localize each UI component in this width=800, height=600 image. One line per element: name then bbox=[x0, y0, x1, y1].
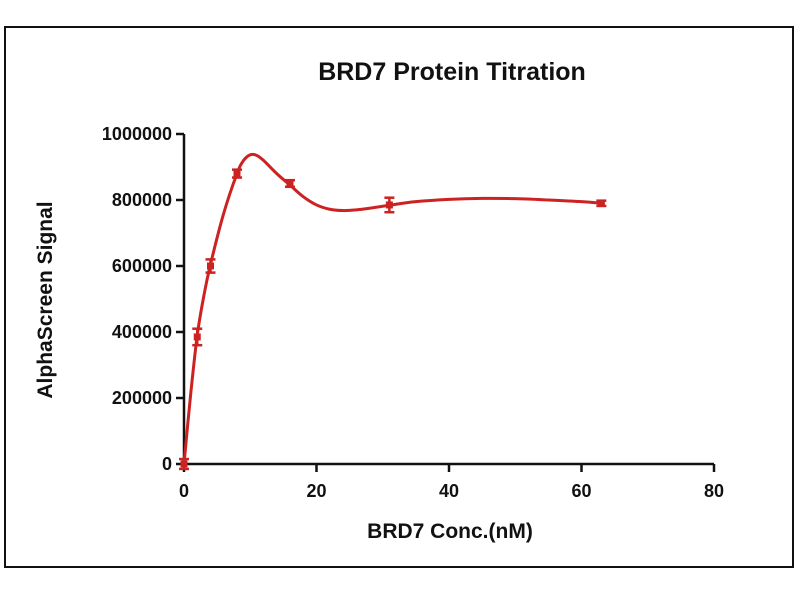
data-point bbox=[597, 199, 605, 207]
y-tick-label: 600000 bbox=[112, 256, 172, 276]
data-point bbox=[286, 180, 294, 187]
y-tick-label: 400000 bbox=[112, 322, 172, 342]
x-axis-label: BRD7 Conc.(nM) bbox=[367, 520, 533, 543]
data-points bbox=[179, 168, 607, 471]
y-axis-label: AlphaScreen Signal bbox=[34, 201, 57, 398]
y-tick-label: 0 bbox=[162, 454, 172, 474]
x-tick-label: 60 bbox=[571, 481, 591, 501]
y-tick-label: 200000 bbox=[112, 388, 172, 408]
chart-title: BRD7 Protein Titration bbox=[318, 58, 586, 86]
data-point bbox=[193, 333, 201, 341]
axis-ticks: 0 20 40 60 80 0 200000 400000 600000 800000 100000… bbox=[102, 124, 724, 501]
y-tick-label: 800000 bbox=[112, 190, 172, 210]
fit-curve bbox=[182, 152, 602, 465]
chart-frame bbox=[4, 26, 794, 568]
x-tick-label: 20 bbox=[306, 481, 326, 501]
x-tick-label: 40 bbox=[439, 481, 459, 501]
x-tick-label: 80 bbox=[704, 481, 724, 501]
y-tick-label: 1000000 bbox=[102, 124, 172, 144]
data-point bbox=[180, 460, 188, 468]
data-point bbox=[233, 170, 241, 178]
data-point bbox=[385, 201, 393, 209]
x-tick-label: 0 bbox=[179, 481, 189, 501]
data-point bbox=[207, 262, 214, 270]
